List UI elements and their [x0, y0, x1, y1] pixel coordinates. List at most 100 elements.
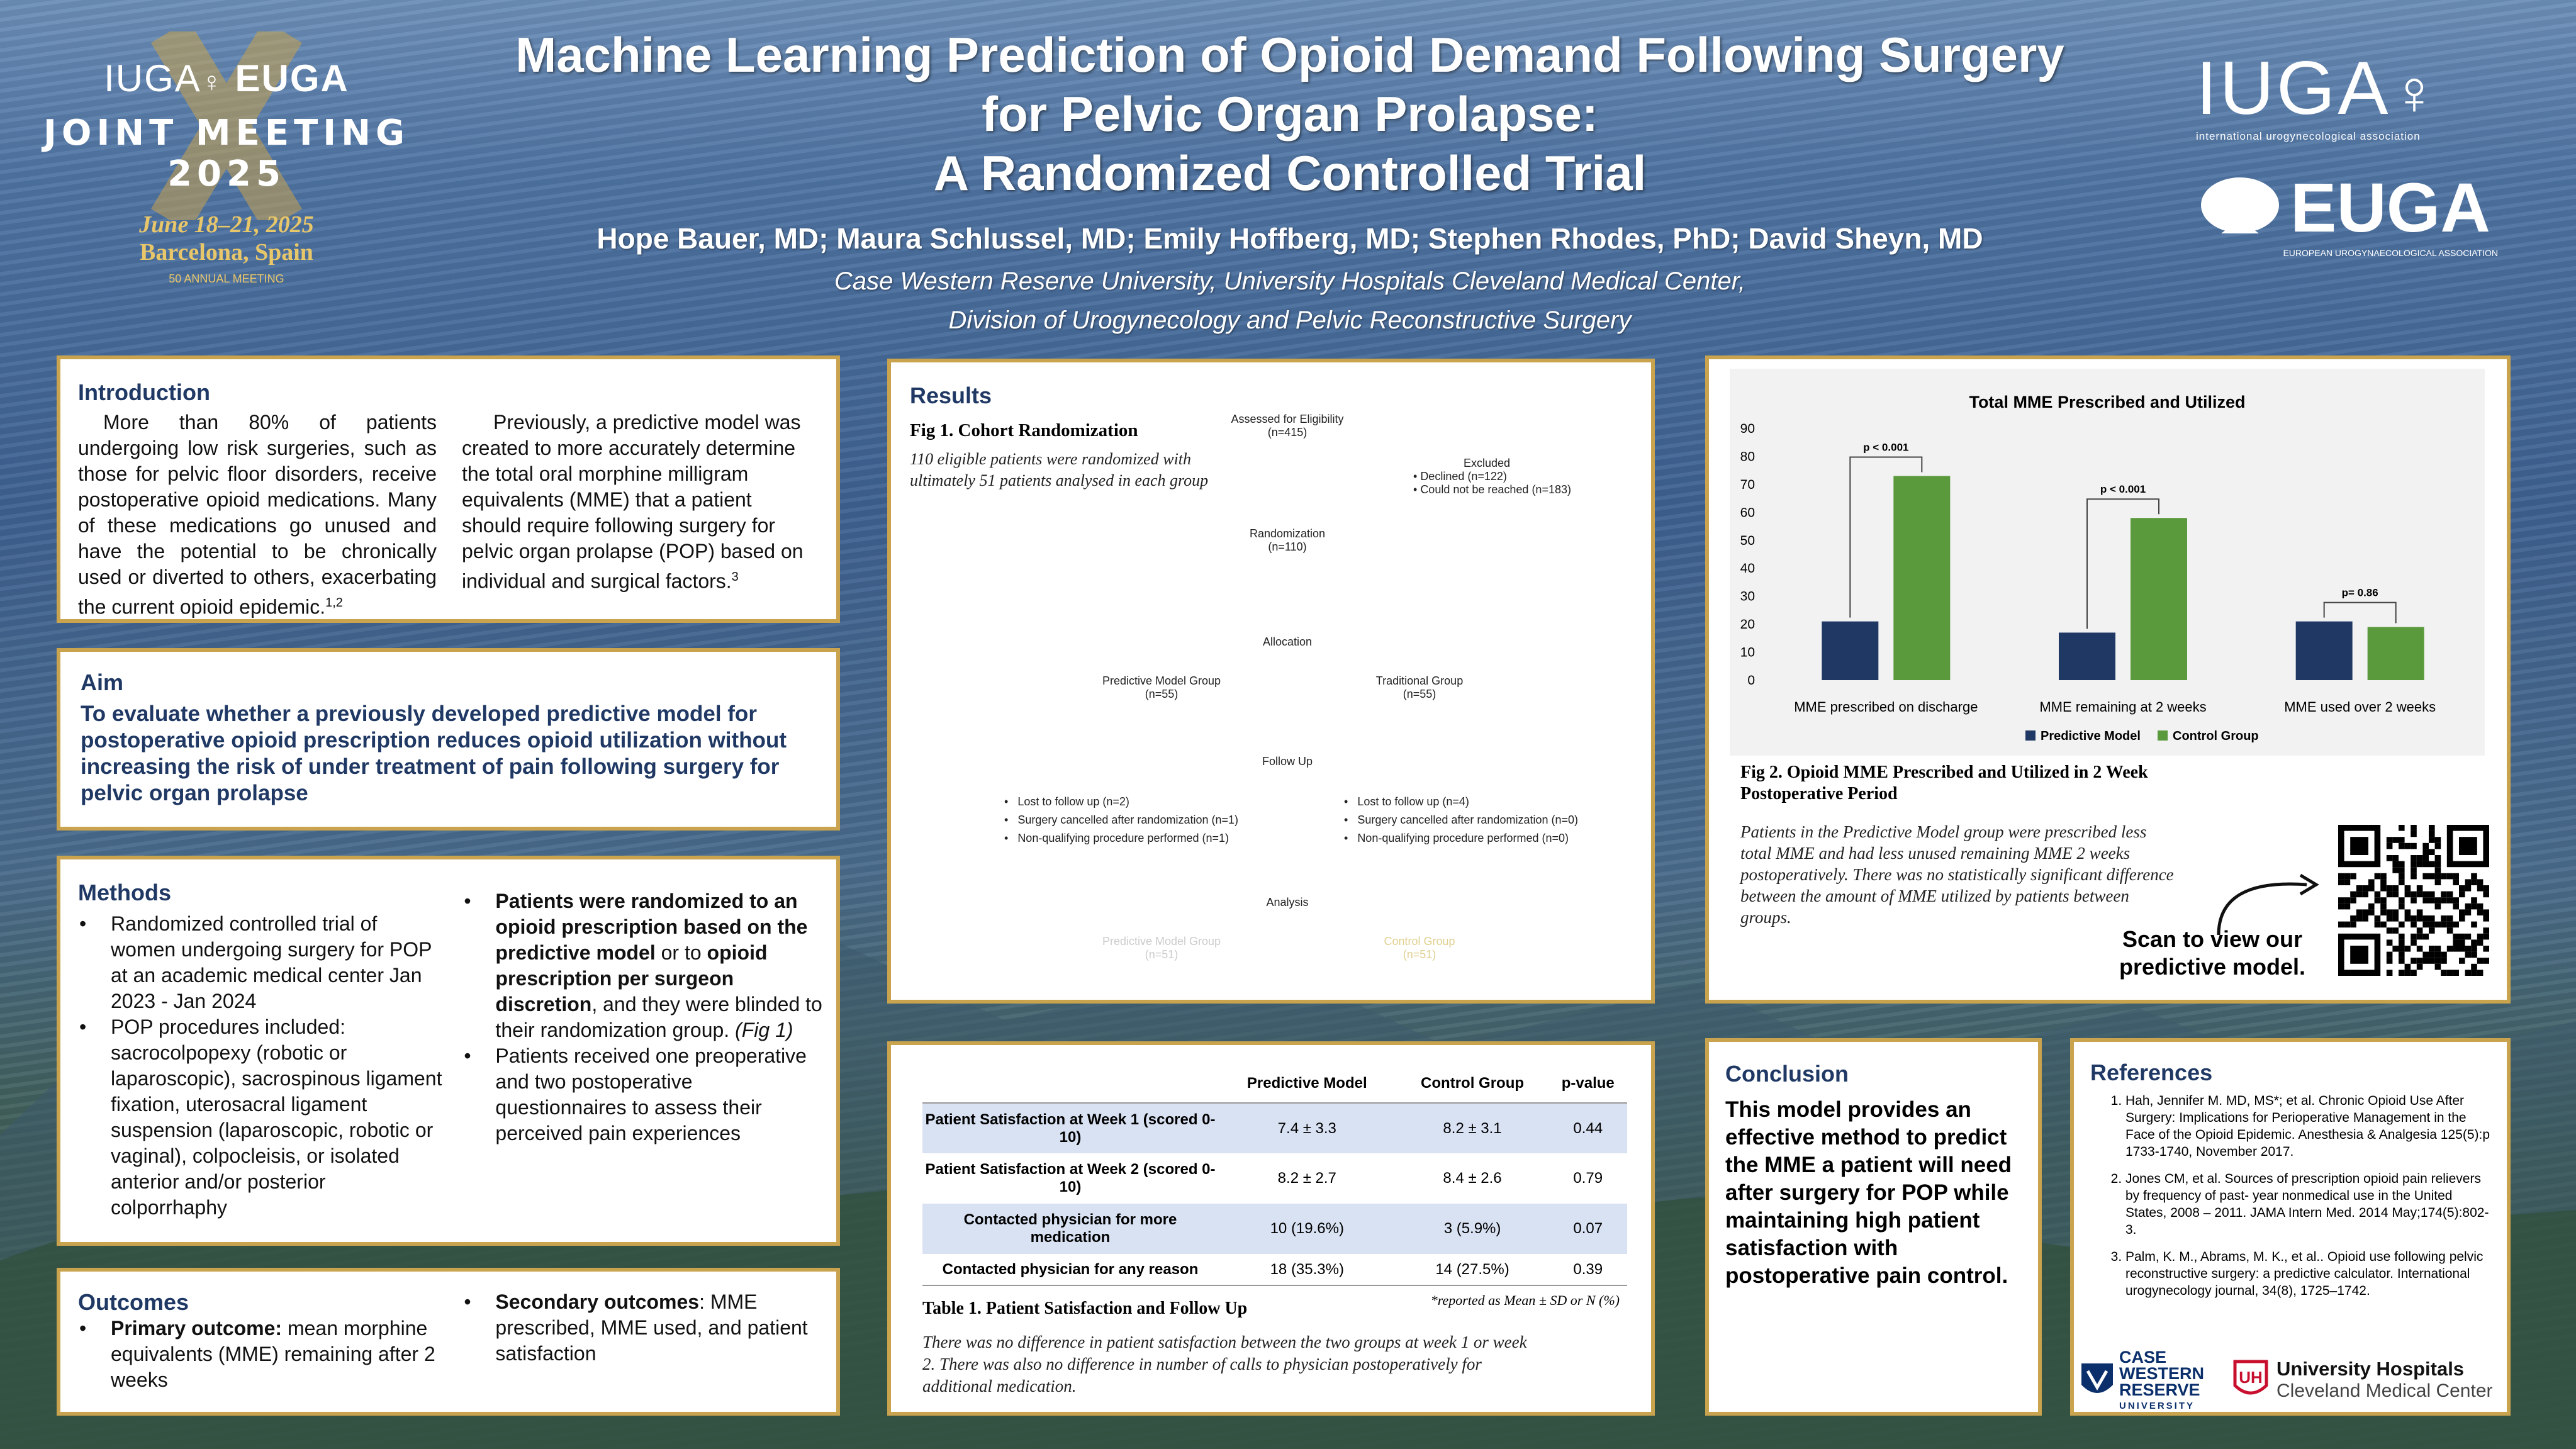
brain-icon — [2201, 177, 2279, 233]
bar-predictive — [2059, 632, 2115, 680]
cwru-shield-icon — [2081, 1363, 2113, 1393]
references-list: Hah, Jennifer M. MD, MS*; et al. Chronic… — [2090, 1092, 2490, 1299]
y-tick-label: 60 — [1740, 505, 1755, 520]
flow-allocation: Allocation — [1262, 635, 1313, 648]
table-row: Patient Satisfaction at Week 2 (scored 0… — [925, 1161, 1603, 1195]
flow-followup: Follow Up — [1262, 755, 1313, 768]
methods-panel: Methods Randomized controlled trial of w… — [57, 856, 840, 1246]
y-tick-label: 40 — [1740, 561, 1755, 576]
flow-trad-group: Traditional Group (n=55) — [1375, 674, 1464, 700]
chart-title: Total MME Prescribed and Utilized — [1969, 393, 2245, 411]
methods-heading: Methods — [78, 880, 171, 905]
scan-text: Scan to view our predictive model. — [2119, 926, 2306, 980]
qr-code-icon[interactable] — [2338, 825, 2489, 976]
references-panel: References Hah, Jennifer M. MD, MS*; et … — [2070, 1038, 2511, 1416]
methods-item: POP procedures included: sacrocolpopexy … — [73, 1014, 445, 1221]
legend-swatch — [2158, 730, 2168, 741]
flow-pm-group: Predictive Model Group (n=55) — [1102, 674, 1221, 700]
y-tick-label: 90 — [1740, 422, 1755, 436]
reference-item: Jones CM, et al. Sources of prescription… — [2125, 1170, 2490, 1238]
p-value-label: p= 0.86 — [2342, 587, 2378, 599]
methods-item: Patients were randomized to an opioid pr… — [457, 888, 824, 1043]
table1-panel: Predictive Model Control Group p-value P… — [887, 1041, 1655, 1416]
methods-list-right: Patients were randomized to an opioid pr… — [457, 888, 824, 1221]
flow-followup-left: • Lost to follow up (n=2) • Surgery cance… — [1004, 795, 1238, 844]
table-row: Contacted physician for any reason 18 (35… — [922, 1254, 1627, 1285]
fig1-caption: 110 eligible patients were randomized wi… — [910, 450, 1209, 490]
references-heading: References — [2090, 1060, 2213, 1085]
legend-swatch — [2025, 730, 2036, 741]
legend-label: Predictive Model — [2041, 729, 2141, 743]
fig2-panel: Total MME Prescribed and Utilized 0 10 20 30… — [1705, 355, 2511, 1004]
x-tick-label: MME used over 2 weeks — [2284, 699, 2436, 715]
reference-item: Palm, K. M., Abrams, M. K., et al.. Opio… — [2125, 1248, 2490, 1299]
aim-heading: Aim — [81, 669, 124, 695]
aim-text: To evaluate whether a previously develop… — [81, 702, 787, 805]
bar-control — [2367, 627, 2424, 680]
affiliation: Case Western Reserve University, Univers… — [834, 267, 1745, 334]
y-tick-label: 50 — [1740, 534, 1755, 548]
introduction-col2: Previously, a predictive model was creat… — [462, 411, 804, 593]
bar-predictive — [1822, 621, 1879, 680]
fig2-title: Fig 2. Opioid MME Prescribed and Utilize… — [1740, 763, 2148, 803]
conclusion-text: This model provides an effective method … — [1725, 1097, 2012, 1288]
y-tick-label: 80 — [1740, 449, 1755, 464]
iuga-euga-logos: IUGA♀ international urogynecological ass… — [2196, 46, 2498, 258]
svg-text:UH: UH — [2239, 1368, 2263, 1387]
legend-label: Control Group — [2173, 729, 2259, 743]
consort-flow-diagram: Assessed for Eligibility (n=415) Excluded… — [891, 362, 1651, 1000]
poster-header: Machine Learning Prediction of Opioid De… — [440, 25, 2139, 340]
significance-bracket — [2323, 601, 2397, 624]
table-header-row: Predictive Model Control Group p-value — [922, 1064, 1627, 1103]
table1-footnote: *reported as Mean ± SD or N (%) — [1430, 1292, 1620, 1308]
flow-analysis-cg: Control Group (n=51) — [1384, 935, 1455, 961]
outcomes-panel: Outcomes Primary outcome: mean morphine … — [57, 1268, 840, 1416]
arrow-icon — [2217, 873, 2319, 936]
poster-title: Machine Learning Prediction of Opioid De… — [515, 27, 2064, 201]
significance-bracket — [1849, 456, 1923, 618]
x-tick-label: MME remaining at 2 weeks — [2039, 699, 2206, 715]
table1-caption: There was no difference in patient satis… — [922, 1333, 1527, 1396]
primary-outcome: Primary outcome: mean morphine equivalen… — [73, 1316, 445, 1393]
satisfaction-table: Predictive Model Control Group p-value P… — [922, 1064, 1627, 1286]
introduction-col1: More than 80% of patients undergoing low… — [78, 411, 437, 618]
iuga-logo: IUGA♀ — [2196, 46, 2441, 130]
results-panel: Results Fig 1. Cohort Randomization 110 … — [887, 359, 1655, 1004]
y-tick-label: 0 — [1747, 673, 1755, 688]
y-tick-label: 70 — [1740, 478, 1755, 492]
uh-logo: UH University Hospitals Cleveland Medica… — [2231, 1358, 2493, 1402]
flow-assessed: Assessed for Eligibility (n=415) — [1231, 413, 1344, 439]
mme-bar-chart: Total MME Prescribed and Utilized 0 10 20 30… — [1730, 369, 2485, 756]
reference-item: Hah, Jennifer M. MD, MS*; et al. Chronic… — [2125, 1092, 2490, 1160]
x-tick-label: MME prescribed on discharge — [1794, 699, 1978, 715]
p-value-label: p < 0.001 — [1863, 442, 1908, 454]
flow-analysis: Analysis — [1266, 896, 1309, 909]
cross-emblem-icon — [150, 31, 303, 220]
significance-bracket — [2086, 498, 2159, 629]
y-tick-label: 30 — [1740, 590, 1755, 604]
cwru-logo: CASE WESTERN RESERVE UNIVERSITY — [2080, 1349, 2204, 1414]
fig1-title: Fig 1. Cohort Randomization — [910, 420, 1138, 440]
flow-analysis-pm: Predictive Model Group (n=51) — [1102, 935, 1221, 961]
methods-item: Randomized controlled trial of women und… — [73, 911, 445, 1014]
introduction-heading: Introduction — [78, 379, 210, 405]
y-tick-label: 10 — [1740, 646, 1755, 660]
p-value-label: p < 0.001 — [2100, 483, 2146, 495]
chart-svg: Total MME Prescribed and Utilized 0 10 20 30… — [1740, 393, 2436, 743]
conclusion-panel: Conclusion This model provides an effect… — [1705, 1038, 2042, 1416]
authors: Hope Bauer, MD; Maura Schlussel, MD; Emi… — [596, 222, 1983, 255]
results-heading: Results — [910, 383, 992, 408]
bar-control — [2131, 518, 2187, 680]
aim-panel: Aim To evaluate whether a previously dev… — [57, 648, 840, 831]
uh-icon: UH — [2233, 1360, 2268, 1395]
bar-predictive — [2295, 621, 2353, 680]
secondary-outcome: Secondary outcomes: MME prescribed, MME … — [457, 1289, 824, 1367]
y-tick-label: 20 — [1740, 617, 1755, 632]
outcomes-heading: Outcomes — [78, 1289, 189, 1315]
methods-list-left: Randomized controlled trial of women und… — [73, 911, 445, 1221]
fig2-caption: Patients in the Predictive Model group w… — [1740, 822, 2174, 927]
introduction-panel: Introduction More than 80% of patients u… — [57, 355, 840, 623]
euga-logo: EUGA — [2196, 168, 2498, 248]
flow-followup-right: • Lost to follow up (n=4) • Surgery cance… — [1344, 795, 1578, 844]
methods-item: Patients received one preoperative and t… — [457, 1043, 824, 1146]
